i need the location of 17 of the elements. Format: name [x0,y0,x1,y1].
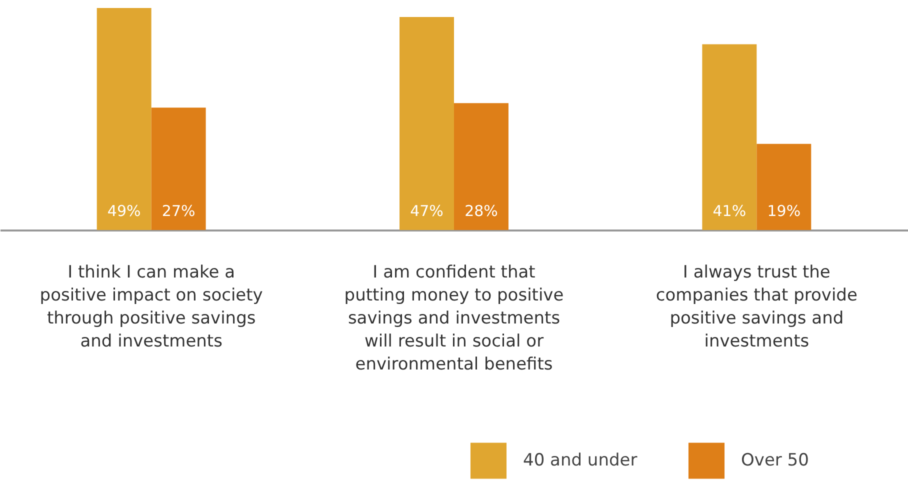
x-tick-label: I think I can make a positive impact on society through positive savings and investments [40,262,263,352]
data-label: 41% [712,202,746,220]
legend-label: 40 and under [523,450,638,471]
bar [702,44,757,230]
data-label: 19% [767,202,801,220]
bar [756,144,812,230]
data-label: 49% [107,202,141,220]
bar [454,103,508,230]
bar [96,8,152,230]
x-tick-label: I am confident that putting money to positive savings and investments will result in social or environmental benefits [344,262,564,374]
x-tick-label: I always trust the companies that provide positive savings and investments [656,262,858,352]
data-label: 28% [464,202,498,220]
legend-label: Over 50 [741,450,809,471]
bar [400,17,454,230]
data-label: 47% [410,202,444,220]
data-label: 27% [162,202,196,220]
bar [151,108,206,230]
